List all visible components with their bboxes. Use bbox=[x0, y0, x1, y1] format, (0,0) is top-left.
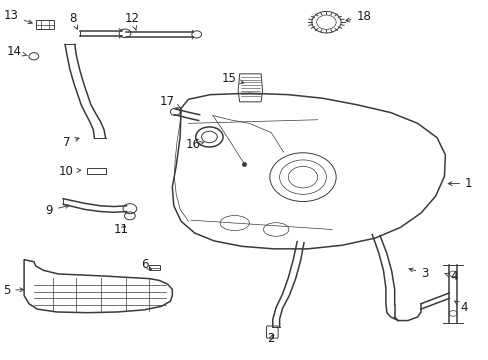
Text: 11: 11 bbox=[114, 223, 129, 236]
Text: 14: 14 bbox=[7, 45, 27, 58]
Text: 5: 5 bbox=[3, 284, 24, 297]
Text: 15: 15 bbox=[221, 72, 244, 85]
Text: 4: 4 bbox=[454, 301, 467, 314]
Text: 4: 4 bbox=[444, 270, 457, 283]
Text: 8: 8 bbox=[69, 12, 78, 29]
Text: 12: 12 bbox=[124, 12, 140, 31]
Text: 18: 18 bbox=[345, 10, 371, 23]
Text: 13: 13 bbox=[4, 9, 32, 24]
Text: 6: 6 bbox=[141, 258, 151, 271]
Text: 9: 9 bbox=[45, 204, 69, 217]
Text: 3: 3 bbox=[408, 267, 427, 280]
Text: 1: 1 bbox=[447, 177, 471, 190]
Text: 7: 7 bbox=[62, 136, 79, 149]
Text: 17: 17 bbox=[160, 95, 180, 108]
Text: 16: 16 bbox=[185, 138, 203, 150]
Text: 10: 10 bbox=[59, 165, 81, 177]
Text: 2: 2 bbox=[267, 332, 275, 345]
